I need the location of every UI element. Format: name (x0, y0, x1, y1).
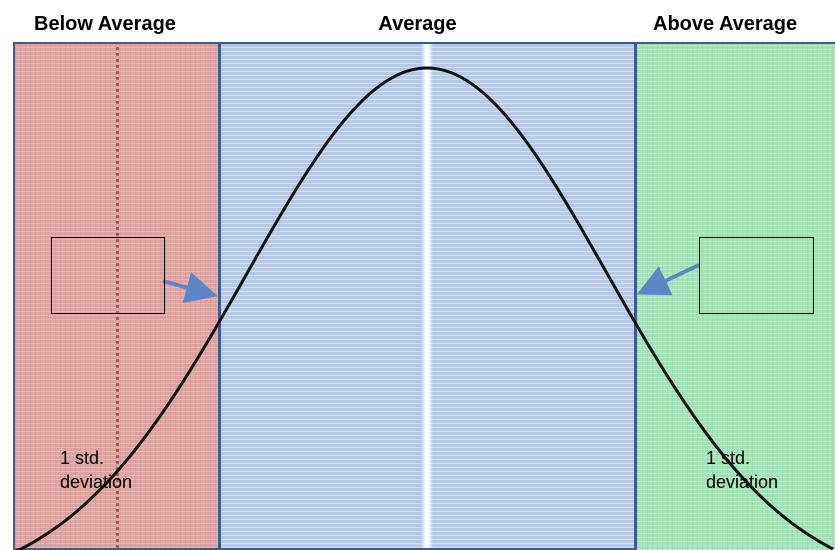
left-label-line-1: 1 std. (60, 448, 105, 468)
below-average-band (13, 42, 220, 550)
heading-below-average: Below Average (34, 13, 176, 35)
left-label-line-2: deviation (60, 472, 133, 492)
average-band (219, 42, 636, 550)
average-band-center-stripe (421, 44, 433, 548)
left-annotation-box (51, 237, 165, 314)
right-label-line-2: deviation (706, 472, 779, 492)
arrow-left (162, 272, 218, 304)
above-average-band (635, 42, 835, 550)
right-std-deviation-label: 1 std. deviation (706, 446, 778, 494)
left-std-deviation-label: 1 std. deviation (60, 446, 132, 494)
right-label-line-1: 1 std. (706, 448, 751, 468)
bell-curve (15, 66, 834, 550)
arrow-right (636, 263, 700, 296)
heading-average: Average (378, 13, 457, 35)
right-annotation-box (699, 237, 814, 314)
below-band-stripe (116, 44, 119, 548)
heading-above-average: Above Average (653, 13, 798, 35)
